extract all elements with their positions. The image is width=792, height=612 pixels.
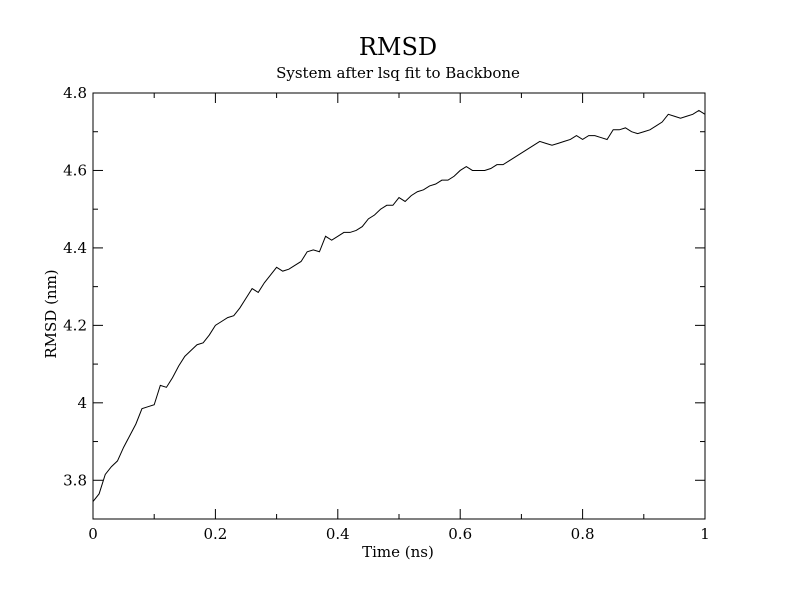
y-tick-label: 4 [77, 394, 87, 412]
chart-title: RMSD [359, 33, 437, 61]
x-tick-label: 0.8 [571, 525, 595, 543]
plot-frame [92, 92, 706, 520]
x-tick-label: 0.6 [448, 525, 472, 543]
x-tick-label: 0.4 [326, 525, 350, 543]
x-axis-label: Time (ns) [362, 543, 434, 561]
x-tick-label: 1 [700, 525, 710, 543]
y-tick-label: 4.4 [63, 239, 87, 257]
y-tick-label: 4.6 [63, 161, 87, 179]
rmsd-series-line [92, 109, 706, 502]
y-tick-label: 4.2 [63, 316, 87, 334]
y-tick-label: 4.8 [63, 84, 87, 102]
axis-tick-labels: 0 0.2 0.4 0.6 0.8 1 3.8 4 4.2 4.4 4.6 4.8 [63, 84, 710, 543]
x-tick-label: 0.2 [203, 525, 227, 543]
x-tick-label: 0 [88, 525, 98, 543]
chart-subtitle: System after lsq fit to Backbone [276, 64, 520, 82]
axis-ticks [92, 92, 706, 520]
y-axis-label: RMSD (nm) [42, 269, 60, 358]
y-tick-label: 3.8 [63, 471, 87, 489]
